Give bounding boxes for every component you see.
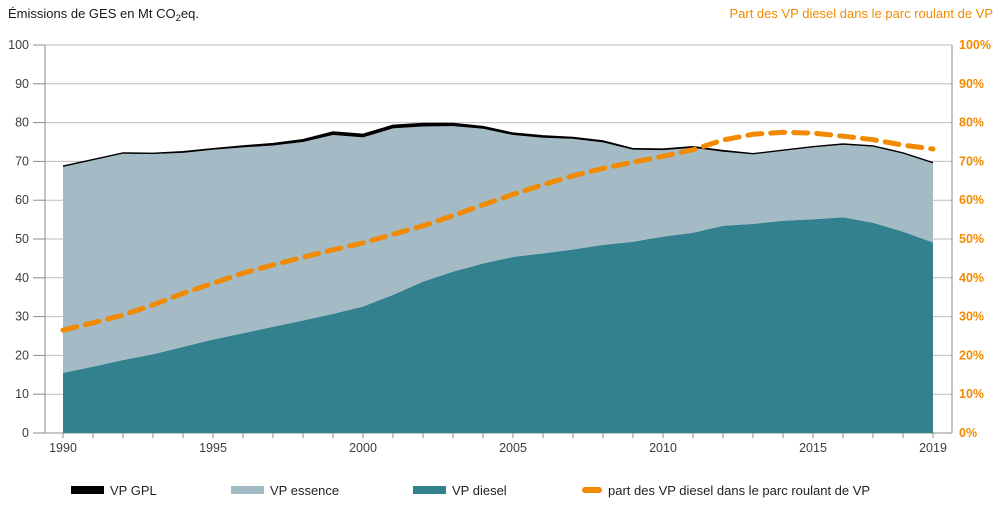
legend-label-vp-essence: VP essence	[270, 482, 340, 498]
y-axis-left-label: 50	[15, 232, 29, 246]
y-axis-right-label: 60%	[959, 193, 984, 207]
legend-swatch-diesel-share	[582, 487, 602, 493]
y-axis-right-label: 50%	[959, 232, 984, 246]
y-axis-left-label: 90	[15, 77, 29, 91]
area-vp-diesel	[63, 217, 933, 433]
legend-item-diesel-share: part des VP diesel dans le parc roulant …	[582, 480, 870, 500]
x-axis-year-label: 2010	[649, 441, 677, 455]
y-axis-left-label: 30	[15, 310, 29, 324]
legend-label-vp-diesel: VP diesel	[452, 482, 507, 498]
y-axis-right-label: 100%	[959, 38, 991, 52]
legend-item-vp-diesel: VP diesel	[413, 480, 507, 500]
y-axis-right-label: 80%	[959, 116, 984, 130]
legend-swatch-vp-gpl	[71, 486, 104, 494]
y-axis-left-label: 100	[8, 38, 29, 52]
legend-label-vp-gpl: VP GPL	[110, 482, 157, 498]
y-axis-left-label: 10	[15, 387, 29, 401]
legend-item-vp-essence: VP essence	[231, 480, 339, 500]
y-axis-left-label: 0	[22, 426, 29, 440]
y-axis-right-label: 90%	[959, 77, 984, 91]
y-axis-right-label: 10%	[959, 387, 984, 401]
legend-swatch-vp-essence	[231, 486, 264, 494]
x-axis-year-label: 2005	[499, 441, 527, 455]
chart-legend: VP GPL VP essence VP diesel part des VP …	[0, 480, 1000, 507]
x-axis-year-label: 2019	[919, 441, 947, 455]
legend-label-diesel-share: part des VP diesel dans le parc roulant …	[608, 482, 871, 498]
x-axis-year-label: 2000	[349, 441, 377, 455]
total-top-line	[62, 122, 934, 167]
x-axis-year-label: 2015	[799, 441, 827, 455]
y-axis-right-label: 70%	[959, 154, 984, 168]
y-axis-left-label: 40	[15, 271, 29, 285]
y-axis-right-label: 40%	[959, 271, 984, 285]
subscript-2: 2	[175, 13, 181, 24]
area-vp-essence	[63, 126, 933, 373]
y-axis-left-label: 60	[15, 193, 29, 207]
x-axis-year-label: 1995	[199, 441, 227, 455]
y-axis-left-label: 70	[15, 154, 29, 168]
y-axis-right-label: 0%	[959, 426, 977, 440]
x-axis-year-label: 1990	[49, 441, 77, 455]
y-axis-left-label: 80	[15, 116, 29, 130]
y-axis-right-label: 20%	[959, 348, 984, 362]
chart-title-diesel-share: Part des VP diesel dans le parc roulant …	[729, 6, 993, 21]
y-axis-left-label: 20	[15, 348, 29, 362]
legend-item-vp-gpl: VP GPL	[71, 480, 157, 500]
y-axis-right-label: 30%	[959, 310, 984, 324]
legend-swatch-vp-diesel	[413, 486, 446, 494]
diesel-share-dashed-line	[60, 129, 936, 333]
chart-title-emissions: Émissions de GES en Mt CO2eq.	[8, 6, 199, 24]
